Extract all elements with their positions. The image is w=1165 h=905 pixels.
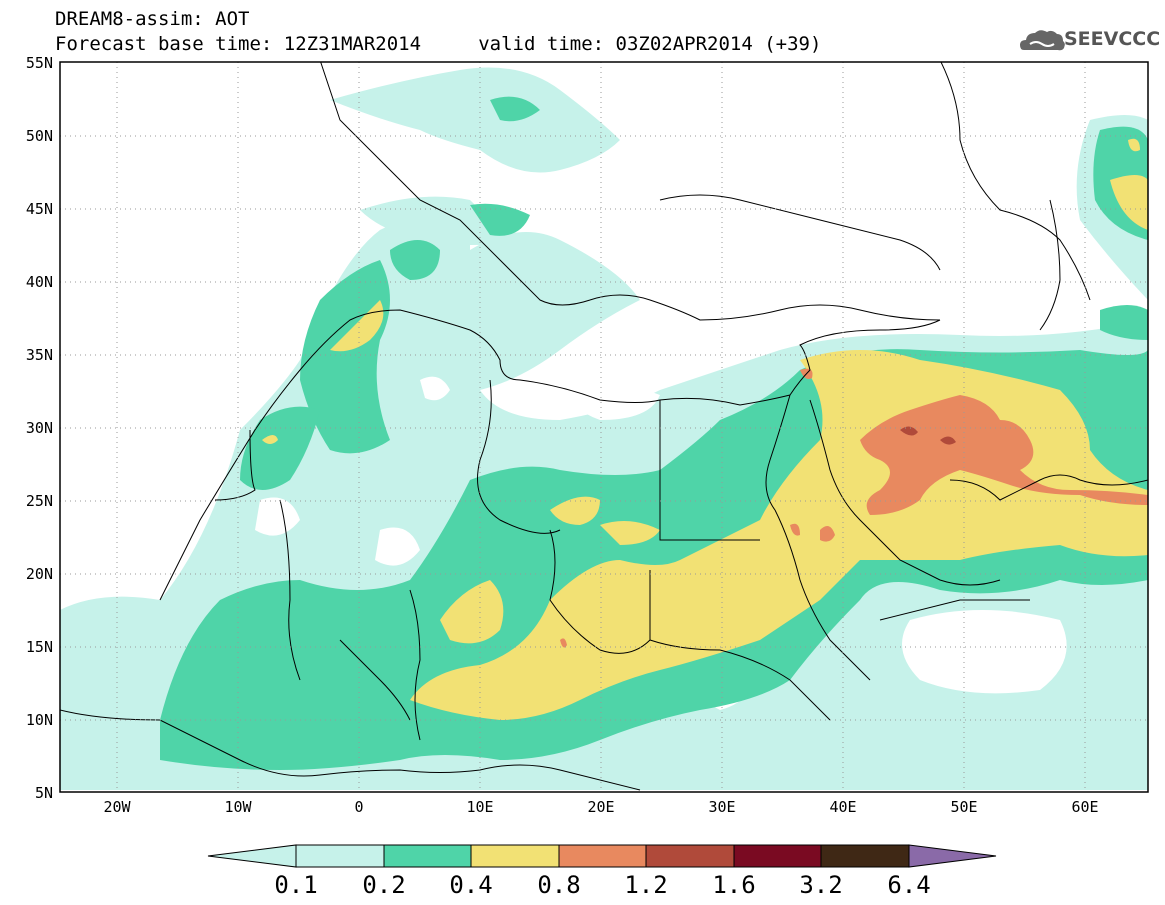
cloud-icon [1020, 30, 1065, 51]
lat-tick: 20N [26, 565, 53, 583]
colorbar: 0.1 0.2 0.4 0.8 1.2 1.6 3.2 6.4 [207, 844, 997, 899]
colorbar-label: 0.2 [362, 871, 405, 899]
lon-tick: 20W [103, 798, 131, 816]
latitude-axis: 55N 50N 45N 40N 35N 30N 25N 20N 15N 10N … [26, 54, 53, 802]
lon-tick: 60E [1071, 798, 1098, 816]
lat-tick: 50N [26, 127, 53, 145]
map-subtitle: Forecast base time: 12Z31MAR2014 valid t… [55, 33, 822, 55]
map-border [59, 61, 1149, 793]
colorbar-swatch-0.2 [383, 844, 472, 868]
map-title: DREAM8-assim: AOT [55, 8, 250, 30]
lon-tick: 30E [708, 798, 735, 816]
aot-band-1.2 [900, 426, 956, 445]
lon-tick: 20E [587, 798, 614, 816]
grid [60, 62, 1148, 792]
coastlines [60, 62, 1148, 791]
longitude-axis: 20W 10W 0 10E 20E 30E 40E 50E 60E [103, 798, 1098, 816]
colorbar-swatch-0.8 [558, 844, 647, 868]
lat-tick: 40N [26, 273, 53, 291]
lat-tick: 5N [35, 784, 53, 802]
colorbar-swatch-1.6 [733, 844, 822, 868]
colorbar-label: 1.2 [624, 871, 667, 899]
colorbar-label: 0.4 [449, 871, 492, 899]
lat-tick: 25N [26, 492, 53, 510]
colorbar-swatch-1.2 [645, 844, 735, 868]
lon-tick: 0 [354, 798, 363, 816]
lat-tick: 15N [26, 638, 53, 656]
colorbar-label: 1.6 [712, 871, 755, 899]
lat-tick: 35N [26, 346, 53, 364]
lat-tick: 30N [26, 419, 53, 437]
lon-tick: 10E [466, 798, 493, 816]
lon-tick: 10W [224, 798, 252, 816]
lon-tick: 40E [829, 798, 856, 816]
lat-tick: 55N [26, 54, 53, 72]
colorbar-label: 0.1 [274, 871, 317, 899]
lon-tick: 50E [950, 798, 977, 816]
colorbar-swatch-0.1 [295, 844, 385, 868]
colorbar-swatch-3.2 [820, 844, 910, 868]
lat-tick: 10N [26, 711, 53, 729]
colorbar-label: 0.8 [537, 871, 580, 899]
colorbar-high-arrow [908, 844, 997, 868]
colorbar-label: 6.4 [887, 871, 930, 899]
logo-text: SEEVCCC [1064, 28, 1161, 50]
colorbar-swatch-0.4 [470, 844, 560, 868]
colorbar-low-arrow [207, 844, 297, 868]
lat-tick: 45N [26, 200, 53, 218]
colorbar-label: 3.2 [799, 871, 842, 899]
